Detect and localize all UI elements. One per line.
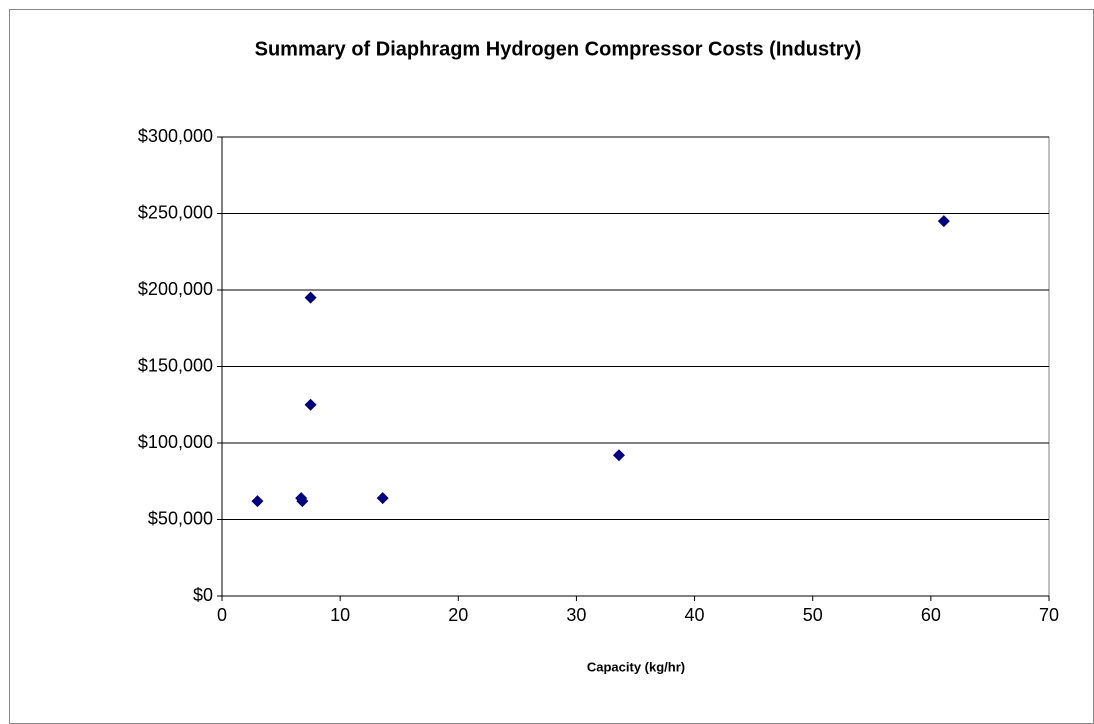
y-tick-label: $150,000 xyxy=(138,355,213,375)
x-tick-label: 70 xyxy=(1039,605,1059,625)
point xyxy=(296,495,309,508)
x-tick-label: 20 xyxy=(448,605,468,625)
y-tick-label: $250,000 xyxy=(138,202,213,222)
x-tick-label: 10 xyxy=(330,605,350,625)
y-tick-label: $200,000 xyxy=(138,279,213,299)
x-tick-label: 30 xyxy=(566,605,586,625)
y-tick-label: $100,000 xyxy=(138,432,213,452)
point xyxy=(937,215,950,228)
x-tick-label: 50 xyxy=(803,605,823,625)
point xyxy=(376,492,389,505)
y-tick-label: $0 xyxy=(193,585,213,605)
y-tick-label: $300,000 xyxy=(138,126,213,146)
y-tick-label: $50,000 xyxy=(148,508,213,528)
x-axis-label: Capacity (kg/hr) xyxy=(587,659,685,674)
x-tick-label: 40 xyxy=(685,605,705,625)
chart-title: Summary of Diaphragm Hydrogen Compressor… xyxy=(255,38,862,60)
x-tick-label: 60 xyxy=(921,605,941,625)
point xyxy=(304,398,317,411)
x-tick-label: 0 xyxy=(217,605,227,625)
point xyxy=(612,449,625,462)
point xyxy=(251,495,264,508)
point xyxy=(304,291,317,304)
